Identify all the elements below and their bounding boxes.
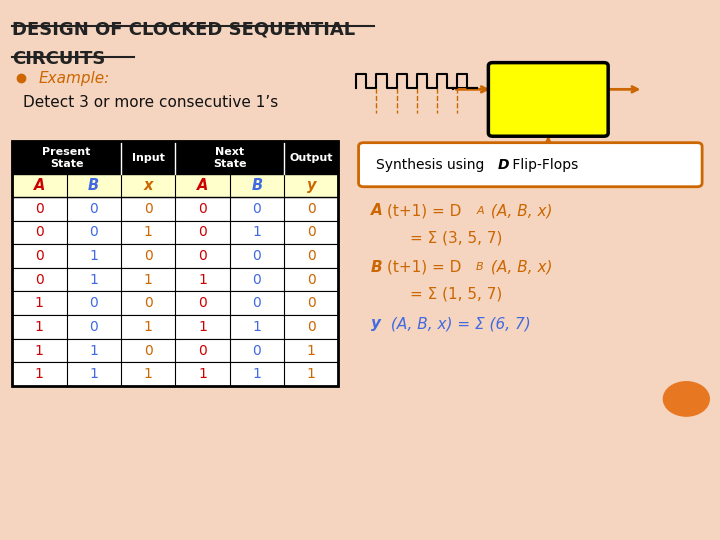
Text: 0: 0 — [144, 296, 153, 310]
Text: = Σ (1, 5, 7): = Σ (1, 5, 7) — [410, 287, 503, 302]
Bar — [12, 339, 338, 362]
Text: 0: 0 — [307, 320, 315, 334]
Bar — [12, 174, 338, 197]
Text: B: B — [371, 260, 382, 275]
Text: Input: Input — [132, 153, 165, 163]
Text: Synthesis using: Synthesis using — [376, 158, 489, 172]
Bar — [12, 141, 338, 386]
Text: 1: 1 — [35, 320, 44, 334]
Text: (A, B, x) = Σ (6, 7): (A, B, x) = Σ (6, 7) — [386, 316, 531, 331]
Text: B: B — [88, 178, 99, 193]
Text: Present
State: Present State — [42, 147, 91, 168]
Text: B: B — [476, 262, 484, 272]
FancyBboxPatch shape — [488, 63, 608, 136]
Text: A: A — [34, 178, 45, 193]
Text: 1: 1 — [35, 296, 44, 310]
Text: (A, B, x): (A, B, x) — [485, 260, 552, 275]
Text: 1: 1 — [198, 320, 207, 334]
Text: 0: 0 — [253, 296, 261, 310]
Text: x: x — [143, 178, 153, 193]
Text: 1: 1 — [89, 273, 98, 287]
Text: Output: Output — [289, 153, 333, 163]
Text: = Σ (3, 5, 7): = Σ (3, 5, 7) — [410, 230, 503, 245]
Bar — [12, 292, 338, 315]
Text: 0: 0 — [35, 225, 44, 239]
Text: 0: 0 — [89, 225, 98, 239]
Text: A: A — [371, 204, 382, 218]
Bar — [12, 315, 338, 339]
Text: (t+1) = D: (t+1) = D — [387, 204, 461, 218]
Text: 1: 1 — [253, 225, 261, 239]
Text: Example:: Example: — [39, 71, 110, 86]
FancyBboxPatch shape — [359, 143, 702, 187]
Text: 0: 0 — [35, 202, 44, 216]
Text: 1: 1 — [253, 367, 261, 381]
Text: 0: 0 — [307, 225, 315, 239]
Text: 0: 0 — [35, 273, 44, 287]
Bar — [12, 197, 338, 220]
Text: y: y — [371, 316, 381, 331]
Text: B: B — [251, 178, 263, 193]
Bar — [12, 362, 338, 386]
Text: CIRCUITS: CIRCUITS — [12, 50, 106, 68]
Text: 0: 0 — [307, 296, 315, 310]
Text: Flip-Flops: Flip-Flops — [508, 158, 579, 172]
Text: 0: 0 — [253, 343, 261, 357]
Text: 1: 1 — [144, 225, 153, 239]
Text: (A, B, x): (A, B, x) — [485, 204, 552, 218]
Text: 1: 1 — [35, 343, 44, 357]
Text: Detect 3 or more consecutive 1’s: Detect 3 or more consecutive 1’s — [23, 95, 278, 110]
Text: A: A — [197, 178, 208, 193]
Bar — [12, 220, 338, 244]
Text: 1: 1 — [144, 273, 153, 287]
Text: D: D — [498, 158, 509, 172]
Text: 0: 0 — [144, 202, 153, 216]
Text: 1: 1 — [307, 367, 316, 381]
Text: 1: 1 — [35, 367, 44, 381]
Text: 0: 0 — [198, 202, 207, 216]
Text: 0: 0 — [89, 296, 98, 310]
Text: 1: 1 — [144, 320, 153, 334]
Text: 0: 0 — [35, 249, 44, 263]
Text: 0: 0 — [307, 273, 315, 287]
Text: A: A — [476, 206, 484, 216]
Bar — [12, 244, 338, 268]
Text: Next
State: Next State — [213, 147, 246, 168]
Text: 1: 1 — [89, 249, 98, 263]
Bar — [12, 141, 338, 174]
Text: 0: 0 — [253, 273, 261, 287]
Text: 0: 0 — [198, 296, 207, 310]
Text: 0: 0 — [253, 202, 261, 216]
Text: 0: 0 — [89, 202, 98, 216]
Text: 0: 0 — [307, 249, 315, 263]
Text: 1: 1 — [89, 367, 98, 381]
Text: 0: 0 — [307, 202, 315, 216]
Text: 0: 0 — [89, 320, 98, 334]
Text: 1: 1 — [89, 343, 98, 357]
Text: 0: 0 — [198, 343, 207, 357]
Text: 0: 0 — [198, 225, 207, 239]
Circle shape — [663, 382, 709, 416]
Text: (t+1) = D: (t+1) = D — [387, 260, 461, 275]
Text: 1: 1 — [144, 367, 153, 381]
Text: 0: 0 — [144, 249, 153, 263]
Text: 1: 1 — [253, 320, 261, 334]
Text: 1: 1 — [198, 273, 207, 287]
Text: 0: 0 — [253, 249, 261, 263]
Bar — [12, 268, 338, 292]
Text: 0: 0 — [144, 343, 153, 357]
Text: 0: 0 — [198, 249, 207, 263]
Text: y: y — [307, 178, 316, 193]
Text: 1: 1 — [307, 343, 316, 357]
Text: 1: 1 — [198, 367, 207, 381]
Text: DESIGN OF CLOCKED SEQUENTIAL: DESIGN OF CLOCKED SEQUENTIAL — [12, 20, 355, 38]
